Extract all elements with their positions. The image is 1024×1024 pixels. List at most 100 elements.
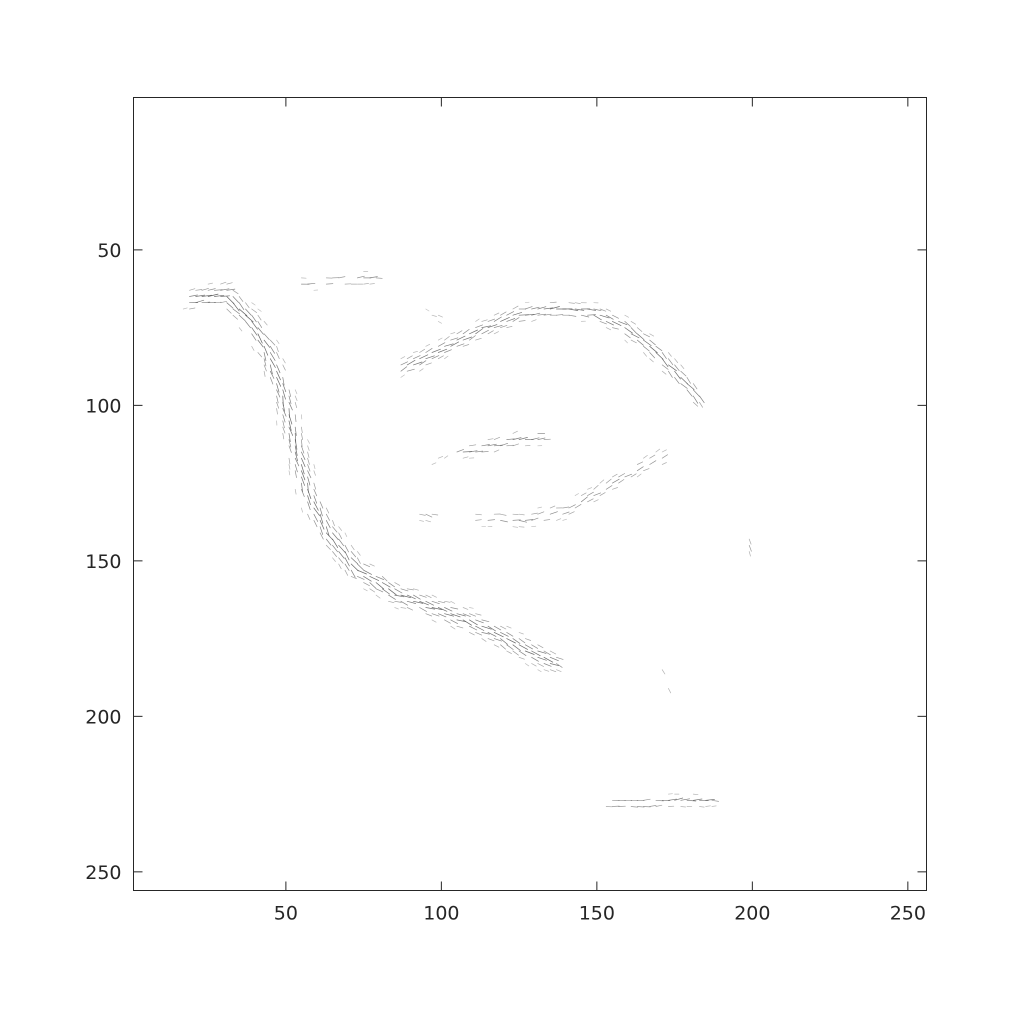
quiver-arrow [214,289,223,291]
quiver-arrow [344,532,348,537]
quiver-arrow [556,518,562,521]
quiver-arrow [338,557,344,564]
quiver-arrow [413,355,421,360]
quiver-arrow [238,327,243,332]
quiver-arrow [456,330,463,335]
quiver-arrow [705,805,711,807]
quiver-arrow [518,320,526,322]
quiver-arrow [307,439,310,444]
quiver-arrow [263,352,267,362]
quiver-arrow [357,557,361,564]
quiver-arrow [381,582,391,588]
quiver-arrow [487,330,494,335]
quiver-arrow [319,520,325,530]
quiver-arrow [512,644,521,651]
quiver-arrow [269,358,276,368]
quiver-arrow [406,607,413,611]
quiver-arrow [574,308,585,311]
quiver-arrow [251,302,256,306]
quiver-arrow [294,445,298,456]
quiver-arrow [375,576,385,580]
quiver-arrow [680,364,685,369]
quiver-arrow [636,461,644,465]
quiver-arrow [506,632,514,637]
quiver-arrow [269,377,274,385]
axis-ticks [133,97,927,891]
quiver-arrow [313,495,318,504]
quiver-arrow [506,326,513,328]
quiver-arrow [475,632,483,636]
quiver-arrow [313,501,319,511]
quiver-arrow [294,414,297,423]
quiver-arrow [238,314,246,322]
quiver-arrow [332,526,338,533]
quiver-arrow [543,307,554,310]
quiver-arrow [282,364,286,371]
quiver-arrow [325,283,334,285]
quiver-arrow [419,600,429,606]
quiver-arrow [475,619,484,624]
quiver-arrow [636,333,645,340]
quiver-arrow [294,401,298,409]
quiver-arrow [549,301,557,304]
quiver-arrow [456,625,464,629]
quiver-arrow [437,342,446,347]
quiver-arrow [649,358,654,363]
quiver-arrow [245,314,254,323]
quiver-arrow [413,588,419,591]
quiver-arrow [568,511,575,515]
quiver-arrow [531,312,541,316]
quiver-arrow [319,532,324,540]
quiver-arrow [301,426,303,434]
quiver-arrow [288,401,293,411]
quiver-arrow [338,526,342,531]
quiver-arrow [481,632,490,635]
quiver-arrow [400,594,412,599]
quiver-arrow [531,644,539,649]
quiver-arrow [524,301,530,304]
quiver-arrow [269,370,275,379]
quiver-arrow [257,339,264,348]
quiver-arrow [537,437,546,440]
quiver-arrow [748,544,752,552]
quiver-arrow [363,588,368,592]
quiver-arrow [450,332,456,335]
quiver-arrow [568,314,577,317]
quiver-arrow [493,638,502,642]
x-tick-label: 250 [890,903,926,925]
quiver-arrow [549,669,557,673]
quiver-arrow [232,289,239,295]
quiver-arrow [518,644,528,650]
quiver-arrow [220,288,230,291]
quiver-arrow [182,307,188,310]
quiver-arrow [344,557,350,567]
quiver-arrow [344,551,350,561]
quiver-arrow [207,293,219,297]
quiver-arrow [593,485,599,490]
quiver-arrow [307,513,311,520]
quiver-arrow [643,455,648,459]
quiver-arrow [301,482,303,492]
quiver-arrow [276,364,281,374]
quiver-arrow [630,321,636,325]
quiver-arrow [357,576,365,580]
quiver-arrow [307,501,311,511]
quiver-arrow [649,333,655,337]
quiver-arrow [549,663,560,666]
quiver-arrow [263,358,267,367]
quiver-arrow [537,313,546,316]
quiver-arrow [288,439,292,448]
quiver-arrow [195,289,203,291]
quiver-arrow [425,594,432,598]
quiver-arrow [518,638,526,644]
axis-tick-labels: 50 100 150 200 250 50 100 150 200 250 [85,240,926,925]
quiver-arrow [444,607,453,612]
quiver-arrow [599,314,610,319]
y-tick-label: 250 [85,862,121,884]
quiver-arrow [537,644,544,649]
quiver-arrow [630,333,640,339]
quiver-arrow [493,449,500,453]
quiver-arrow [512,317,520,322]
quiver-arrow [518,656,525,660]
quiver-arrow [574,493,579,496]
